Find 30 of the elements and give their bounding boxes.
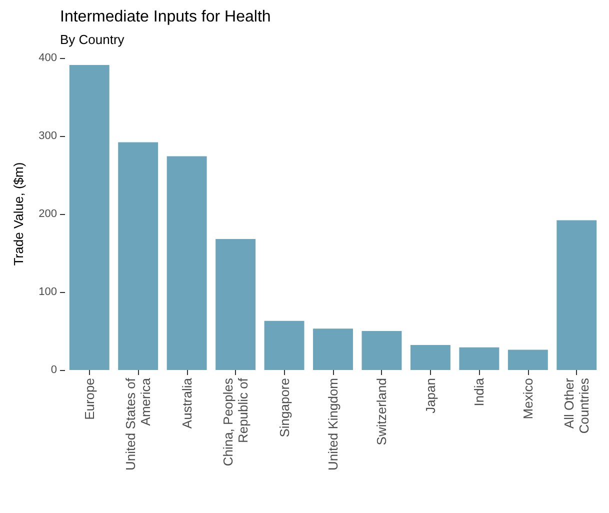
y-tick-label: 100 bbox=[38, 286, 57, 298]
bar bbox=[362, 331, 402, 370]
x-tick-label: Japan bbox=[422, 378, 438, 414]
x-tick-label: All Other Countries bbox=[562, 377, 592, 434]
y-tick-label: 0 bbox=[50, 364, 57, 376]
y-tick-label: 200 bbox=[38, 208, 57, 220]
x-tick-label: United States of America bbox=[123, 377, 154, 470]
bar bbox=[69, 65, 110, 370]
bar bbox=[410, 345, 450, 370]
chart-subtitle: By Country bbox=[60, 32, 125, 47]
x-tick-label: Europe bbox=[82, 378, 97, 420]
bar bbox=[264, 320, 304, 370]
bar bbox=[216, 238, 256, 370]
y-axis-title: Trade Value, ($m) bbox=[11, 162, 26, 266]
x-tick-label: Mexico bbox=[520, 378, 536, 420]
x-tick-label: United Kingdom bbox=[326, 378, 340, 470]
x-tick-label: Australia bbox=[179, 377, 194, 429]
x-tick-label: Singapore bbox=[276, 378, 292, 438]
x-tick-label: Switzerland bbox=[374, 378, 390, 446]
x-tick-label: India bbox=[472, 377, 487, 406]
bar bbox=[166, 156, 207, 370]
bar bbox=[459, 347, 500, 370]
bar bbox=[556, 220, 597, 370]
bar bbox=[118, 142, 158, 370]
x-tick-label: China, Peoples Republic of bbox=[220, 378, 251, 466]
y-tick-label: 300 bbox=[38, 130, 57, 142]
chart-title: Intermediate Inputs for Health bbox=[60, 8, 271, 26]
bar bbox=[313, 328, 353, 370]
y-tick-label: 400 bbox=[38, 52, 57, 64]
bar bbox=[508, 350, 548, 370]
